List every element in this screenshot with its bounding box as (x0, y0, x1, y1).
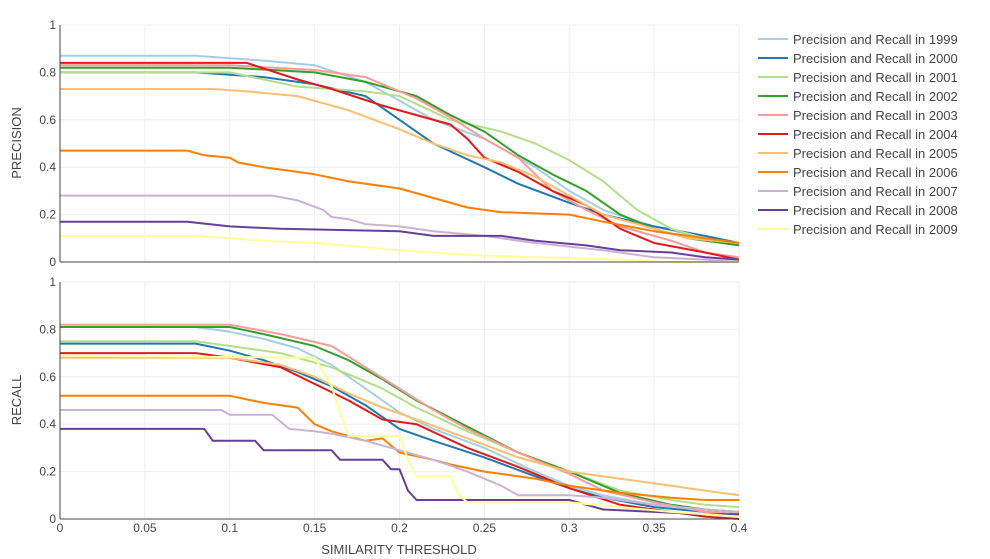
legend-label: Precision and Recall in 2004 (793, 127, 958, 142)
legend-item[interactable]: Precision and Recall in 2007 (758, 184, 958, 199)
y-tick-label: 0.8 (39, 65, 56, 79)
y-tick-label: 0.2 (39, 465, 56, 479)
x-tick-label: 0.05 (133, 521, 157, 535)
legend-label: Precision and Recall in 2000 (793, 51, 958, 66)
legend-item[interactable]: Precision and Recall in 2009 (758, 222, 958, 237)
y-tick-label: 0.4 (39, 417, 56, 431)
series-line-2008 (60, 427, 739, 516)
legend-item[interactable]: Precision and Recall in 2000 (758, 51, 958, 66)
legend-item[interactable]: Precision and Recall in 2004 (758, 127, 958, 142)
series-line-1999 (60, 326, 740, 513)
series-line-2008 (60, 220, 740, 261)
series-line-2001 (60, 340, 740, 509)
series-line-2001 (60, 71, 740, 247)
x-axis-title: SIMILARITY THRESHOLD (321, 542, 477, 557)
y-tick-label: 0.4 (39, 160, 56, 174)
x-tick-label: 0.4 (731, 521, 748, 535)
series-line-2007 (60, 194, 740, 263)
legend-label: Precision and Recall in 1999 (793, 32, 958, 47)
x-tick-label: 0.35 (642, 521, 666, 535)
legend-label: Precision and Recall in 2007 (793, 184, 958, 199)
series-line-2002 (60, 326, 740, 513)
legend-label: Precision and Recall in 2006 (793, 165, 958, 180)
x-tick-label: 0.2 (391, 521, 408, 535)
legend-label: Precision and Recall in 2005 (793, 146, 958, 161)
x-tick-label: 0.25 (473, 521, 497, 535)
legend-label: Precision and Recall in 2001 (793, 70, 958, 85)
legend-label: Precision and Recall in 2003 (793, 108, 958, 123)
series-line-2006 (60, 394, 739, 501)
series-line-2007 (60, 409, 740, 513)
precision-panel: 0 0.2 0.4 0.6 0.8 1 PRECISION (9, 18, 740, 269)
legend-item[interactable]: Precision and Recall in 1999 (758, 32, 958, 47)
series-line-2000 (60, 342, 740, 516)
series-line-2003 (60, 64, 740, 259)
x-tick-label: 0.3 (561, 521, 578, 535)
legend-item[interactable]: Precision and Recall in 2002 (758, 89, 958, 104)
series-line-2005 (60, 356, 740, 497)
legend-label: Precision and Recall in 2008 (793, 203, 958, 218)
legend-item[interactable]: Precision and Recall in 2003 (758, 108, 958, 123)
legend-item[interactable]: Precision and Recall in 2008 (758, 203, 958, 218)
series-line-2006 (60, 149, 740, 244)
y-tick-label: 1 (49, 18, 56, 32)
legend-label: Precision and Recall in 2009 (793, 222, 958, 237)
y-tick-label: 0 (49, 255, 56, 269)
series-line-2003 (60, 323, 740, 516)
y-axis-title: RECALL (9, 375, 24, 426)
legend-item[interactable]: Precision and Recall in 2001 (758, 70, 958, 85)
y-axis-title: PRECISION (9, 107, 24, 179)
y-tick-label: 1 (49, 275, 56, 289)
legend: Precision and Recall in 1999 Precision an… (758, 32, 958, 237)
recall-panel: 0 0.2 0.4 0.6 0.8 1 RECALL 0 0.05 0.1 0.15 0.2 0.25 0… (9, 275, 748, 535)
legend-label: Precision and Recall in 2002 (793, 89, 958, 104)
y-tick-label: 0 (49, 512, 56, 526)
y-tick-label: 0.6 (39, 370, 56, 384)
x-tick-label: 0.15 (303, 521, 327, 535)
series-line-2004 (60, 61, 740, 261)
legend-item[interactable]: Precision and Recall in 2006 (758, 165, 958, 180)
series-line-2009 (60, 234, 739, 263)
series-line-2005 (60, 88, 740, 244)
x-tick-label: 0.1 (221, 521, 238, 535)
legend-item[interactable]: Precision and Recall in 2005 (758, 146, 958, 161)
y-tick-label: 0.6 (39, 113, 56, 127)
x-tick-label: 0 (57, 521, 64, 535)
y-tick-label: 0.8 (39, 322, 56, 336)
y-tick-label: 0.2 (39, 208, 56, 222)
series-line-2009 (59, 354, 740, 518)
